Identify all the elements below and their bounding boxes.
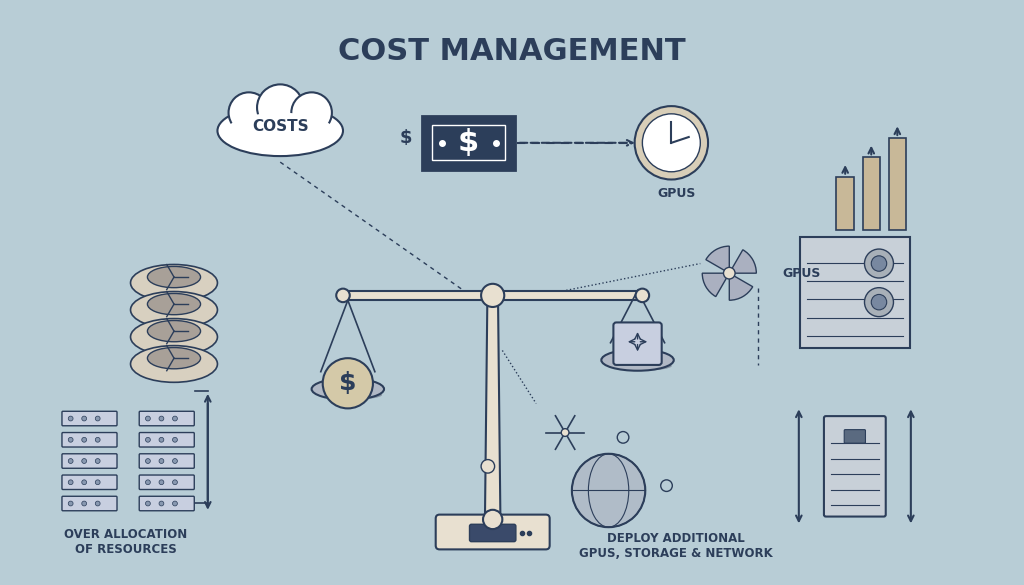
Circle shape bbox=[95, 416, 100, 421]
Ellipse shape bbox=[130, 291, 217, 328]
Circle shape bbox=[172, 501, 177, 506]
Circle shape bbox=[642, 114, 700, 172]
Text: COST MANAGEMENT: COST MANAGEMENT bbox=[338, 37, 686, 66]
Circle shape bbox=[82, 416, 87, 421]
FancyBboxPatch shape bbox=[139, 432, 195, 447]
Text: DEPLOY ADDITIONAL
GPUS, STORAGE & NETWORK: DEPLOY ADDITIONAL GPUS, STORAGE & NETWOR… bbox=[580, 532, 773, 559]
FancyBboxPatch shape bbox=[62, 475, 117, 490]
Circle shape bbox=[145, 459, 151, 463]
Ellipse shape bbox=[147, 347, 201, 369]
Circle shape bbox=[228, 92, 269, 133]
Circle shape bbox=[481, 284, 504, 307]
Ellipse shape bbox=[147, 266, 201, 288]
Text: COSTS: COSTS bbox=[252, 119, 308, 134]
Circle shape bbox=[336, 288, 350, 302]
Circle shape bbox=[571, 454, 645, 527]
Text: $: $ bbox=[339, 371, 356, 395]
Circle shape bbox=[636, 288, 649, 302]
Ellipse shape bbox=[319, 390, 382, 400]
Circle shape bbox=[481, 460, 495, 473]
Wedge shape bbox=[702, 273, 729, 297]
Ellipse shape bbox=[217, 105, 343, 156]
FancyBboxPatch shape bbox=[139, 454, 195, 468]
FancyBboxPatch shape bbox=[837, 177, 854, 230]
Circle shape bbox=[82, 480, 87, 485]
Text: OVER ALLOCATION
OF RESOURCES: OVER ALLOCATION OF RESOURCES bbox=[65, 528, 187, 556]
FancyBboxPatch shape bbox=[435, 515, 550, 549]
Ellipse shape bbox=[130, 346, 217, 383]
Text: $: $ bbox=[458, 128, 479, 157]
FancyBboxPatch shape bbox=[470, 524, 516, 542]
Text: $: $ bbox=[399, 129, 412, 147]
Circle shape bbox=[172, 416, 177, 421]
Circle shape bbox=[864, 288, 894, 316]
FancyBboxPatch shape bbox=[139, 411, 195, 426]
Text: GPUS: GPUS bbox=[657, 187, 695, 199]
Circle shape bbox=[145, 438, 151, 442]
Circle shape bbox=[95, 501, 100, 506]
Wedge shape bbox=[706, 246, 729, 273]
Circle shape bbox=[871, 256, 887, 271]
Circle shape bbox=[69, 480, 73, 485]
Circle shape bbox=[159, 438, 164, 442]
Circle shape bbox=[95, 438, 100, 442]
Circle shape bbox=[145, 480, 151, 485]
FancyBboxPatch shape bbox=[422, 116, 515, 170]
Polygon shape bbox=[343, 291, 642, 300]
Circle shape bbox=[159, 416, 164, 421]
Polygon shape bbox=[485, 297, 501, 518]
Ellipse shape bbox=[311, 378, 384, 400]
FancyBboxPatch shape bbox=[139, 496, 195, 511]
Circle shape bbox=[159, 501, 164, 506]
FancyBboxPatch shape bbox=[139, 475, 195, 490]
Ellipse shape bbox=[130, 264, 217, 301]
Circle shape bbox=[871, 294, 887, 310]
Ellipse shape bbox=[130, 319, 217, 355]
Circle shape bbox=[145, 416, 151, 421]
Circle shape bbox=[69, 459, 73, 463]
Circle shape bbox=[69, 438, 73, 442]
Wedge shape bbox=[729, 273, 753, 300]
Circle shape bbox=[95, 480, 100, 485]
Circle shape bbox=[69, 416, 73, 421]
Ellipse shape bbox=[601, 349, 674, 371]
FancyBboxPatch shape bbox=[62, 454, 117, 468]
FancyBboxPatch shape bbox=[62, 432, 117, 447]
Circle shape bbox=[323, 358, 373, 408]
FancyBboxPatch shape bbox=[824, 416, 886, 517]
FancyBboxPatch shape bbox=[613, 322, 662, 365]
Circle shape bbox=[257, 84, 303, 130]
Circle shape bbox=[82, 459, 87, 463]
Circle shape bbox=[172, 480, 177, 485]
FancyBboxPatch shape bbox=[844, 429, 865, 443]
Text: GPUS: GPUS bbox=[782, 267, 821, 280]
Ellipse shape bbox=[147, 294, 201, 315]
Circle shape bbox=[95, 459, 100, 463]
Circle shape bbox=[561, 429, 569, 436]
Ellipse shape bbox=[609, 361, 672, 371]
Circle shape bbox=[864, 249, 894, 278]
FancyBboxPatch shape bbox=[62, 411, 117, 426]
FancyBboxPatch shape bbox=[62, 496, 117, 511]
Circle shape bbox=[483, 510, 503, 529]
FancyBboxPatch shape bbox=[889, 138, 906, 230]
Circle shape bbox=[159, 459, 164, 463]
Wedge shape bbox=[729, 250, 757, 273]
Circle shape bbox=[172, 459, 177, 463]
Circle shape bbox=[292, 92, 332, 133]
FancyBboxPatch shape bbox=[800, 238, 910, 347]
Ellipse shape bbox=[227, 113, 334, 149]
Circle shape bbox=[69, 501, 73, 506]
Circle shape bbox=[159, 480, 164, 485]
FancyBboxPatch shape bbox=[862, 157, 880, 230]
Circle shape bbox=[82, 501, 87, 506]
Ellipse shape bbox=[147, 321, 201, 342]
Circle shape bbox=[724, 267, 735, 279]
Circle shape bbox=[172, 438, 177, 442]
Circle shape bbox=[145, 501, 151, 506]
Circle shape bbox=[82, 438, 87, 442]
Circle shape bbox=[635, 106, 708, 180]
